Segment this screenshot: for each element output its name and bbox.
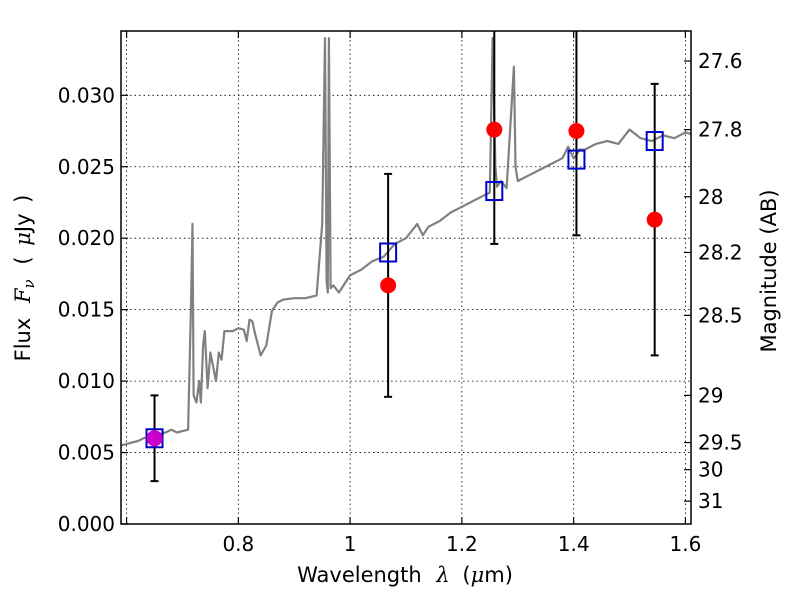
- mag-tick-label: 29: [698, 383, 723, 407]
- grid: [121, 31, 691, 525]
- y-tick-label: 0.000: [58, 512, 115, 536]
- model-photometry-square: [485, 181, 504, 202]
- model-photometry-square: [567, 149, 586, 170]
- x-axis-label-unit: m): [484, 563, 513, 587]
- mag-tick-label: 31: [698, 489, 723, 513]
- model-photometry-square: [379, 242, 398, 263]
- observed-photometry-layer: [146, 121, 663, 447]
- plot-frame: [120, 30, 692, 525]
- model-photometry-layer: [145, 131, 664, 449]
- model-photometry-square: [645, 131, 664, 152]
- y-axis-label-nu: ν: [20, 279, 38, 288]
- y-tick-label: 0.025: [58, 155, 115, 179]
- mag-tick-label: 27.6: [698, 49, 743, 73]
- y-tick-label: 0.005: [58, 441, 115, 465]
- mag-tick-label: 28: [698, 185, 723, 209]
- y2-axis-label: Magnitude (AB): [757, 189, 781, 352]
- y-axis-label: Flux Fν ( μJy ): [11, 195, 39, 362]
- y-axis-label-unit: Jy: [11, 213, 35, 234]
- y-axis-label-f: F: [11, 287, 35, 304]
- errorbar-layer: [150, 31, 659, 483]
- y-axis-label-open: (: [11, 256, 35, 264]
- x-axis-label-lambda: λ: [435, 563, 449, 587]
- x-axis-label-paren: (: [462, 563, 470, 587]
- highlight-point: [146, 430, 163, 447]
- spectrum-line: [120, 36, 692, 447]
- y-axis-label-word: Flux: [11, 318, 35, 362]
- y-tick-label: 0.010: [58, 369, 115, 393]
- y-tick-label: 0.020: [58, 226, 115, 250]
- x-axis-label-mu: μ: [471, 563, 485, 587]
- y-axis-label-close: ): [11, 195, 35, 203]
- ticks: 0.8 1 1.2 1.4 1.6 0.000 0.005 0.010 0.015 0.020 0.…: [58, 31, 743, 556]
- mag-tick-label: 28.2: [698, 240, 743, 264]
- x-tick-label: 1: [344, 532, 357, 556]
- x-axis-label-word: Wavelength: [297, 563, 422, 587]
- y-tick-label: 0.015: [58, 298, 115, 322]
- mag-tick-label: 27.8: [698, 118, 743, 142]
- mag-tick-label: 30: [698, 458, 723, 482]
- x-tick-label: 1.6: [670, 532, 702, 556]
- x-tick-label: 1.2: [446, 532, 478, 556]
- mag-tick-label: 29.5: [698, 431, 743, 455]
- observed-photometry-point: [380, 277, 397, 294]
- observed-photometry-point: [646, 211, 663, 228]
- y-axis-label-mu: μ: [11, 232, 35, 246]
- x-tick-label: 0.8: [222, 532, 254, 556]
- mag-tick-label: 28.5: [698, 303, 743, 327]
- observed-photometry-point: [486, 121, 503, 138]
- spectrum-layer: [120, 36, 692, 447]
- observed-photometry-point: [568, 123, 585, 140]
- y-tick-label: 0.030: [58, 83, 115, 107]
- x-axis-label: Wavelength λ (μm): [297, 563, 513, 587]
- x-tick-label: 1.4: [558, 532, 590, 556]
